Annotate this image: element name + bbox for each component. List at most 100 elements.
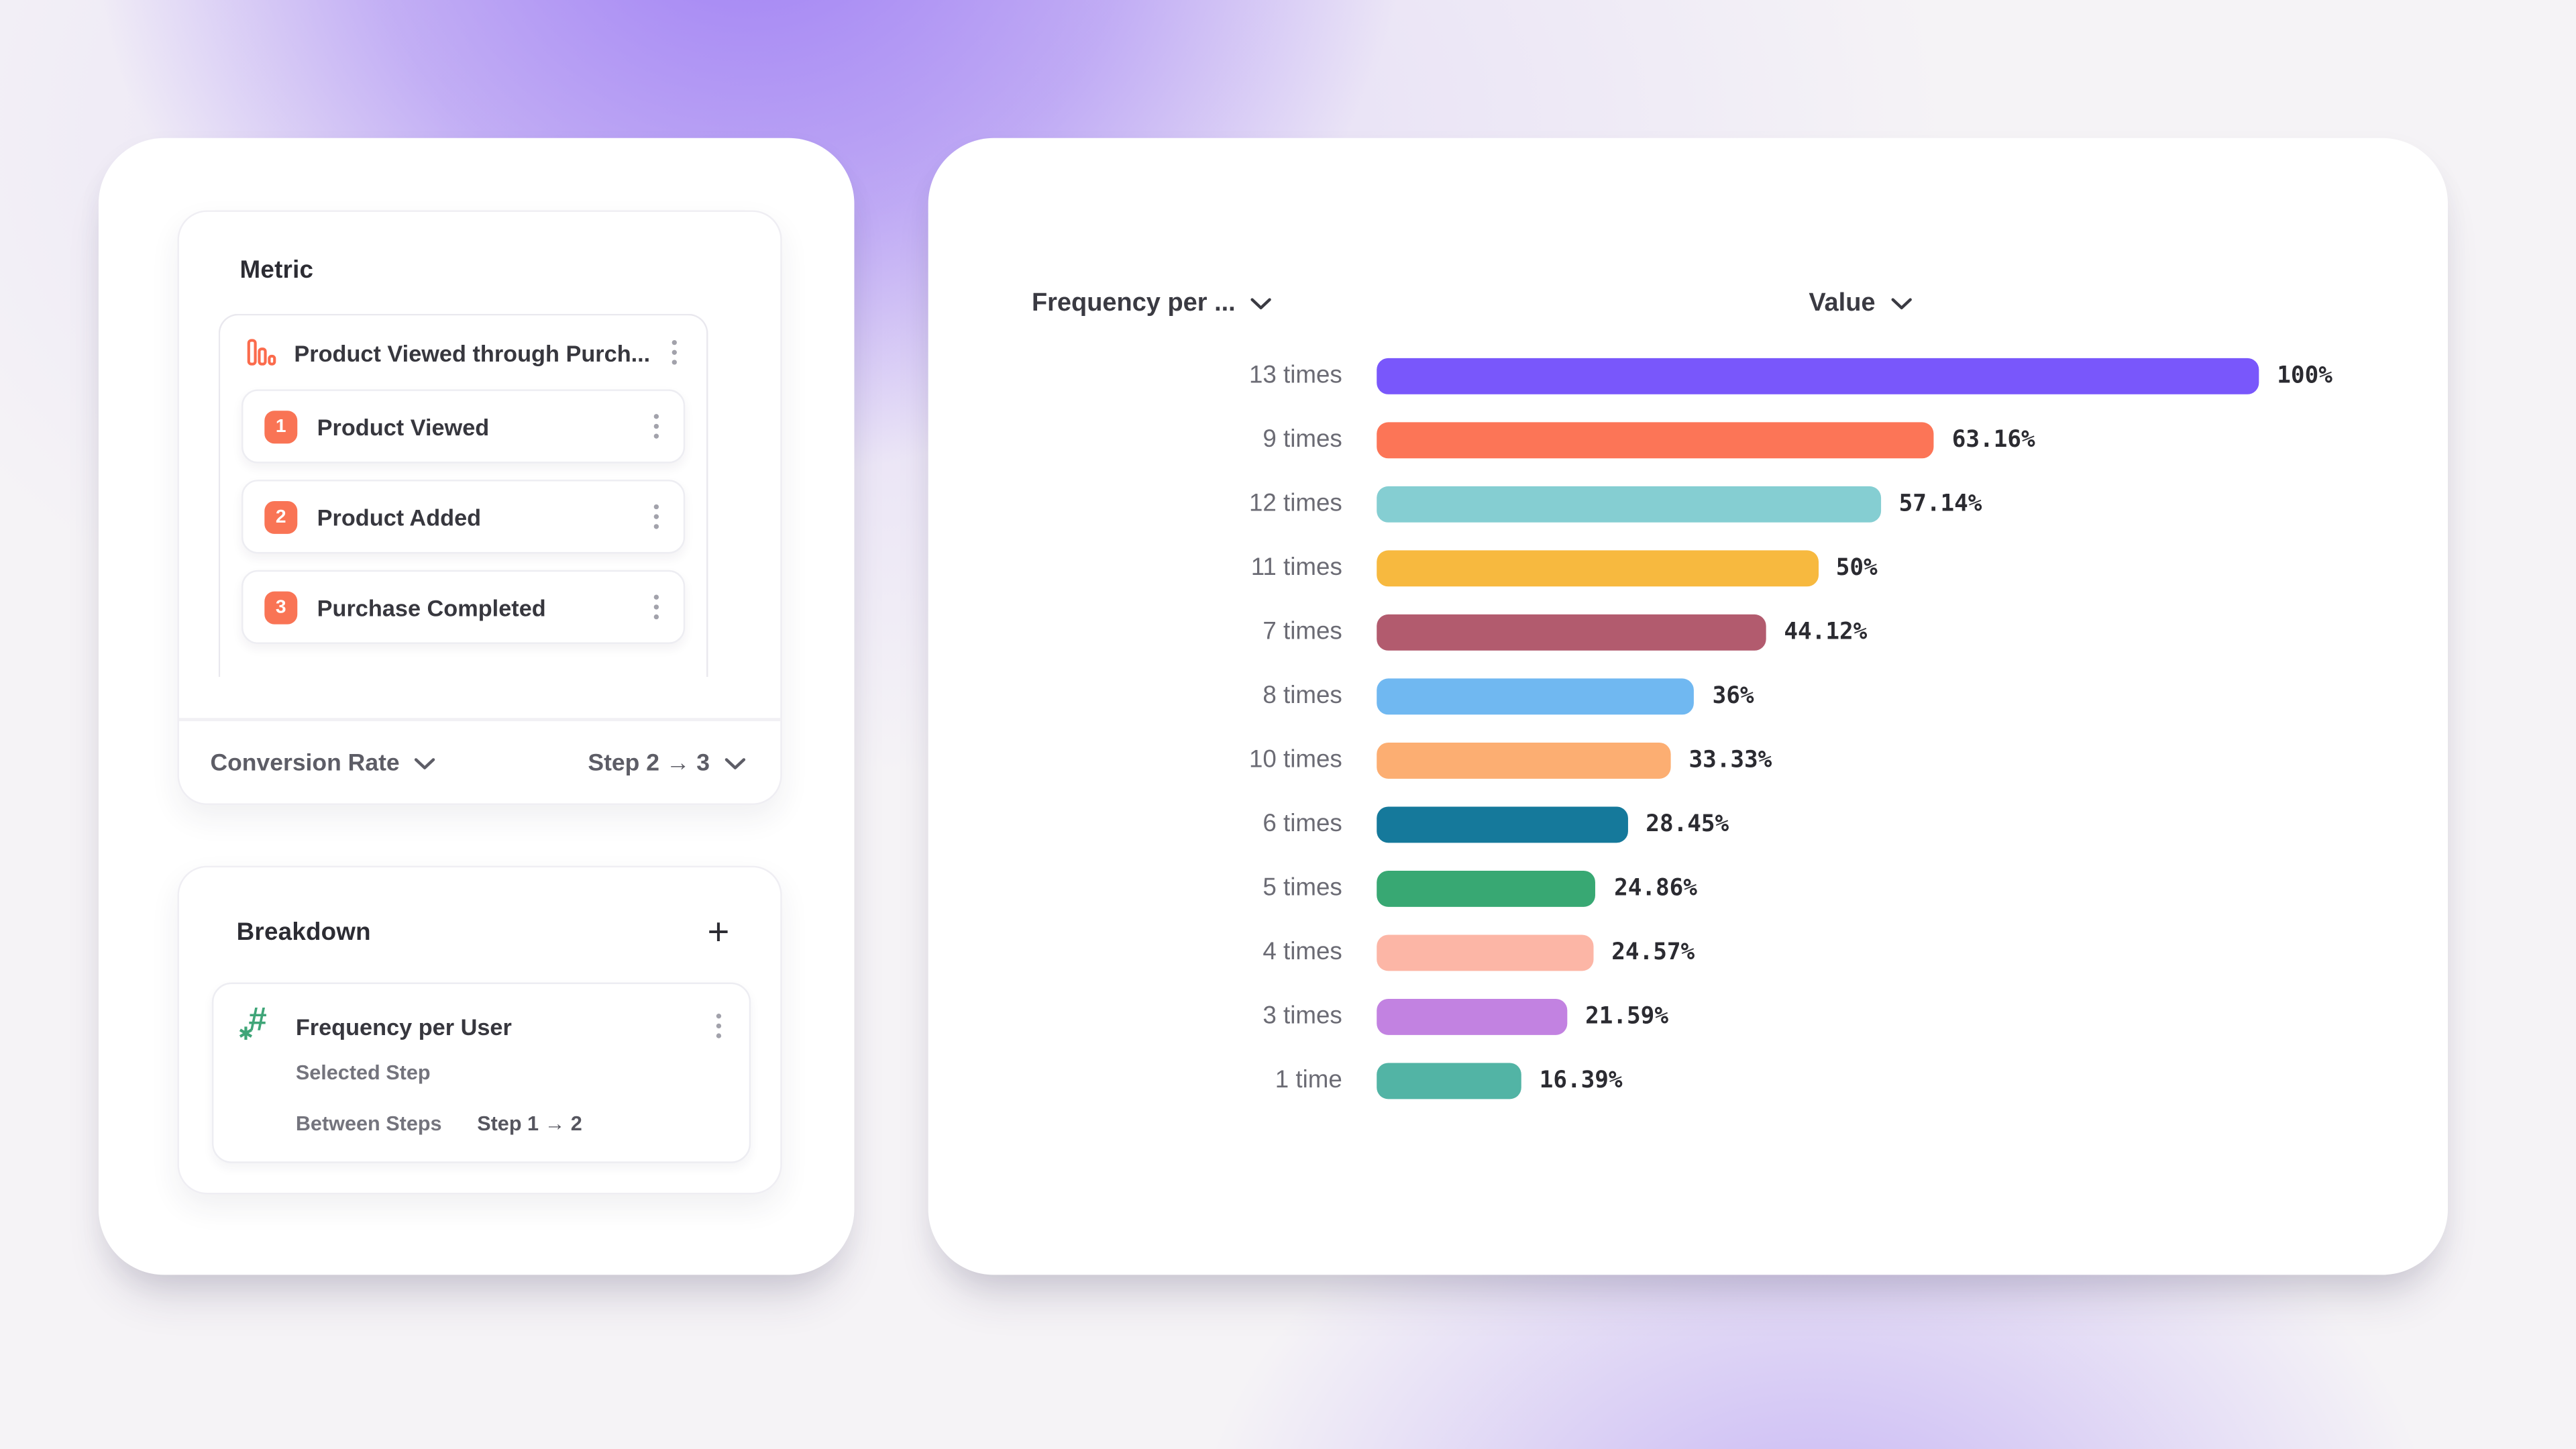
bar-value-label: 36%	[1712, 682, 1754, 709]
bar[interactable]	[1377, 869, 1597, 906]
bar-category-label: 1 time	[1275, 1066, 1342, 1095]
funnel-name: Product Viewed through Purch...	[294, 339, 651, 366]
step-kebab-menu-icon[interactable]	[645, 584, 667, 629]
between-steps-value: Step 1 → 2	[477, 1112, 582, 1136]
bar-category-label: 4 times	[1263, 938, 1342, 966]
funnel-box: Product Viewed through Purch... 1 Produc…	[218, 313, 708, 677]
query-builder-card: Metric Product Viewed through Purch... 1…	[98, 138, 855, 1275]
bar[interactable]	[1377, 806, 1628, 843]
chart-row: 8 times 36%	[928, 663, 2448, 728]
bar-track: 21.59%	[1377, 998, 2448, 1034]
bar-chart-icon	[247, 339, 276, 366]
breakdown-header: Breakdown +	[237, 910, 730, 953]
funnel-step[interactable]: 1 Product Viewed	[241, 389, 686, 464]
bar-track: 63.16%	[1377, 421, 2448, 458]
bar-category-label: 10 times	[1248, 745, 1342, 774]
chart-row: 1 time 16.39%	[928, 1048, 2448, 1112]
step-number-badge: 3	[264, 590, 298, 624]
funnel-kebab-menu-icon[interactable]	[663, 330, 685, 375]
step-kebab-menu-icon[interactable]	[645, 494, 667, 539]
bar-value-label: 57.14%	[1898, 490, 1982, 517]
x-axis-dropdown[interactable]: Frequency per ...	[1032, 289, 1272, 319]
bar-value-label: 24.86%	[1614, 875, 1697, 902]
bar-category-label: 13 times	[1248, 361, 1342, 390]
numeric-hash-icon: # ✱	[238, 1002, 267, 1044]
value-header-label: Value	[1809, 289, 1876, 317]
bar[interactable]	[1377, 678, 1695, 714]
x-axis-label: Frequency per ...	[1031, 289, 1236, 317]
bar[interactable]	[1377, 1062, 1521, 1099]
breakdown-kebab-menu-icon[interactable]	[708, 1004, 730, 1049]
bar-chart: 13 times 100% 9 times 63.16% 12 times 57…	[928, 343, 2448, 1112]
bar-category-label: 3 times	[1263, 1002, 1342, 1030]
funnel-header[interactable]: Product Viewed through Purch...	[220, 315, 707, 390]
bar-track: 44.12%	[1377, 613, 2448, 650]
step-label: Product Viewed	[317, 413, 490, 440]
bar-value-label: 28.45%	[1646, 810, 1729, 837]
bar-track: 36%	[1377, 678, 2448, 714]
chart-row: 6 times 28.45%	[928, 792, 2448, 856]
bar-value-label: 33.33%	[1688, 747, 1772, 773]
conversion-rate-dropdown[interactable]: Conversion Rate	[210, 751, 435, 777]
bar[interactable]	[1377, 613, 1766, 650]
bar-category-label: 6 times	[1263, 810, 1342, 838]
chevron-down-icon	[724, 758, 746, 769]
bar[interactable]	[1377, 421, 1934, 458]
step-label: Purchase Completed	[317, 594, 546, 621]
chevron-down-icon	[1250, 298, 1271, 310]
chart-card: Frequency per ... Value 13 times 100% 9 …	[928, 138, 2448, 1275]
selected-step-row: Selected Step	[296, 1061, 431, 1084]
bar-value-label: 63.16%	[1951, 426, 2035, 453]
conversion-rate-label: Conversion Rate	[210, 751, 400, 777]
breakdown-property-name: Frequency per User	[295, 1013, 512, 1040]
breakdown-panel: Breakdown + # ✱ Frequency per User Select…	[177, 865, 782, 1195]
chevron-down-icon	[1890, 298, 1911, 310]
bar[interactable]	[1377, 357, 2259, 394]
chart-row: 12 times 57.14%	[928, 472, 2448, 536]
chart-row: 9 times 63.16%	[928, 407, 2448, 472]
step-range-label: Step 2 → 3	[588, 751, 710, 777]
bar-track: 57.14%	[1377, 485, 2448, 522]
add-breakdown-button[interactable]: +	[707, 910, 730, 953]
funnel-step[interactable]: 2 Product Added	[241, 480, 686, 554]
chart-row: 10 times 33.33%	[928, 728, 2448, 792]
bar-category-label: 5 times	[1263, 873, 1342, 902]
bar[interactable]	[1377, 934, 1594, 971]
funnel-steps-list: 1 Product Viewed 2 Product Added 3 Purch…	[241, 389, 686, 644]
step-kebab-menu-icon[interactable]	[645, 404, 667, 449]
bar[interactable]	[1377, 485, 1881, 522]
bar-track: 16.39%	[1377, 1062, 2448, 1099]
chart-row: 13 times 100%	[928, 343, 2448, 408]
metric-divider	[178, 718, 781, 722]
funnel-step[interactable]: 3 Purchase Completed	[241, 570, 686, 644]
bar-track: 24.57%	[1377, 934, 2448, 971]
chart-row: 4 times 24.57%	[928, 920, 2448, 984]
step-label: Product Added	[317, 503, 482, 530]
step-range-dropdown[interactable]: Step 2 → 3	[588, 751, 746, 777]
value-dropdown[interactable]: Value	[1809, 289, 1911, 319]
bar-value-label: 21.59%	[1585, 1003, 1668, 1030]
bar-track: 24.86%	[1377, 869, 2448, 906]
breakdown-title: Breakdown	[236, 917, 371, 946]
step-number-badge: 2	[264, 500, 298, 533]
bar-track: 28.45%	[1377, 806, 2448, 843]
bar-value-label: 100%	[2277, 362, 2332, 389]
between-steps-row: Between Steps Step 1 → 2	[296, 1112, 582, 1135]
bar-value-label: 44.12%	[1784, 619, 1868, 645]
chart-row: 11 times 50%	[928, 535, 2448, 600]
chart-header: Frequency per ... Value	[928, 289, 2448, 329]
chart-row: 7 times 44.12%	[928, 600, 2448, 664]
bar[interactable]	[1377, 998, 1568, 1034]
bar-value-label: 24.57%	[1611, 938, 1695, 965]
bar[interactable]	[1377, 549, 1818, 586]
bar-category-label: 9 times	[1263, 425, 1342, 453]
breakdown-item[interactable]: # ✱ Frequency per User Selected Step Betw…	[211, 982, 751, 1163]
bar-category-label: 12 times	[1248, 489, 1342, 518]
metric-title: Metric	[239, 256, 314, 284]
bar-category-label: 11 times	[1250, 553, 1342, 582]
metric-footer: Conversion Rate Step 2 → 3	[179, 721, 780, 806]
bar-track: 33.33%	[1377, 741, 2448, 778]
bar[interactable]	[1377, 741, 1671, 778]
